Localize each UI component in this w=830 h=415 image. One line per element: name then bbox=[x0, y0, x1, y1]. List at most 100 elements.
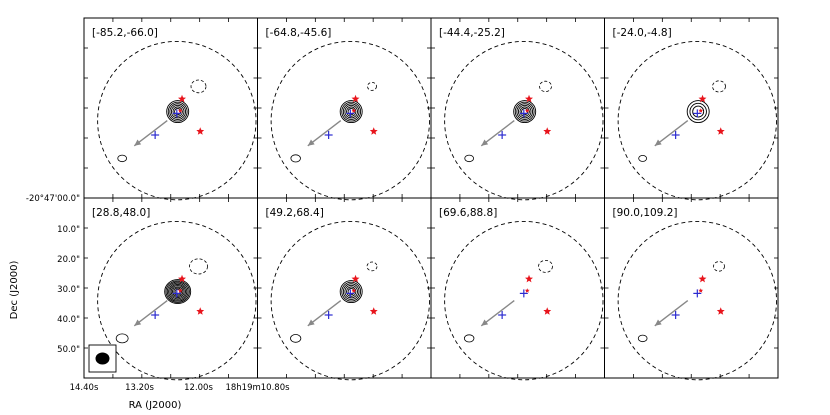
star-marker bbox=[369, 307, 378, 315]
channel-panel: [-85.2,-66.0] bbox=[83, 17, 258, 201]
star-marker bbox=[196, 127, 205, 135]
noise-contour bbox=[464, 154, 474, 163]
noise-contour bbox=[637, 334, 648, 343]
noise-contour bbox=[190, 79, 207, 94]
x-axis-title: RA (J2000) bbox=[129, 400, 182, 411]
star-marker bbox=[543, 307, 552, 315]
primary-beam-circle bbox=[97, 40, 257, 201]
noise-contour bbox=[115, 333, 129, 344]
noise-contour bbox=[713, 261, 725, 272]
emission-contour bbox=[170, 285, 185, 299]
dec-tick-label: 20.0" bbox=[57, 255, 80, 265]
noise-contour bbox=[290, 154, 301, 163]
primary-beam-circle bbox=[270, 220, 430, 381]
arrow-head bbox=[481, 139, 489, 146]
emission-contour bbox=[166, 100, 190, 124]
star-marker bbox=[543, 127, 552, 135]
emission-contour bbox=[519, 106, 530, 117]
star-marker bbox=[698, 94, 707, 103]
star-marker bbox=[525, 94, 533, 103]
emission-contour bbox=[689, 102, 707, 121]
emission-contour bbox=[513, 100, 537, 124]
y-axis-title: Dec (J2000) bbox=[9, 261, 20, 320]
channel-panel: [-24.0,-4.8] bbox=[604, 17, 779, 201]
noise-contour bbox=[463, 334, 475, 343]
channel-panel: [90.0,109.2] bbox=[604, 197, 779, 381]
emission-contour bbox=[346, 106, 357, 117]
emission-contour bbox=[166, 281, 189, 302]
dec-tick-label: 40.0" bbox=[57, 315, 80, 325]
ra-tick-label: 13.20s bbox=[125, 383, 154, 393]
star-marker bbox=[177, 108, 183, 113]
star-marker bbox=[698, 108, 704, 113]
emission-contour bbox=[344, 284, 358, 299]
emission-contour bbox=[516, 103, 533, 120]
emission-contour bbox=[168, 282, 188, 301]
channel-panel: [-64.8,-45.6] bbox=[257, 17, 432, 201]
emission-contour bbox=[339, 280, 363, 304]
dec-tick-label: 10.0" bbox=[57, 225, 80, 235]
emission-contour bbox=[169, 103, 186, 120]
star-marker bbox=[351, 274, 360, 283]
emission-contour bbox=[172, 106, 183, 117]
star-marker bbox=[524, 108, 530, 113]
primary-beam-circle bbox=[444, 220, 604, 381]
emission-contour bbox=[344, 104, 358, 119]
noise-contour bbox=[189, 258, 208, 275]
arrow-head bbox=[134, 139, 142, 146]
emission-contour bbox=[342, 103, 360, 120]
velocity-range-label: [28.8,48.0] bbox=[92, 207, 150, 219]
direction-arrow bbox=[480, 300, 515, 327]
channel-panel: [-44.4,-25.2] bbox=[430, 17, 605, 201]
primary-beam-circle bbox=[617, 40, 777, 201]
primary-beam-circle bbox=[270, 40, 430, 201]
arrow-head bbox=[307, 139, 315, 146]
noise-contour bbox=[117, 154, 127, 163]
star-marker bbox=[351, 94, 360, 103]
star-marker bbox=[351, 288, 357, 293]
channel-panel: [28.8,48.0] bbox=[83, 197, 258, 381]
ra-tick-label: 18h19m10.80s bbox=[225, 383, 290, 393]
star-marker bbox=[369, 127, 378, 135]
direction-arrow bbox=[654, 120, 689, 147]
direction-arrow bbox=[307, 300, 342, 327]
primary-beam-circle bbox=[444, 40, 604, 201]
star-marker bbox=[698, 274, 707, 283]
star-marker bbox=[716, 127, 725, 135]
star-marker bbox=[178, 274, 186, 283]
dec-tick-label: 50.0" bbox=[57, 345, 80, 355]
panel-frame bbox=[604, 197, 779, 379]
noise-contour bbox=[539, 80, 552, 93]
direction-arrow bbox=[307, 120, 342, 147]
star-marker bbox=[525, 274, 533, 283]
noise-contour bbox=[712, 80, 726, 93]
velocity-range-label: [-64.8,-45.6] bbox=[266, 27, 332, 39]
ra-axis: 14.40s 13.20s 12.00s 18h19m10.80s bbox=[70, 383, 290, 393]
emission-contour bbox=[346, 286, 357, 297]
emission-contour bbox=[339, 100, 363, 124]
emission-contour bbox=[341, 101, 362, 122]
emission-contour bbox=[173, 287, 183, 296]
emission-contour bbox=[169, 283, 186, 300]
noise-contour bbox=[538, 259, 553, 273]
emission-contour bbox=[170, 104, 185, 119]
emission-contour bbox=[686, 100, 710, 124]
star-marker bbox=[177, 288, 183, 293]
arrow-head bbox=[654, 139, 662, 146]
noise-contour bbox=[290, 334, 302, 343]
dec-axis: -20°47'00.0" 10.0" 20.0" 30.0" 40.0" 50.0" bbox=[26, 194, 80, 355]
velocity-range-label: [49.2,68.4] bbox=[266, 207, 324, 219]
star-marker bbox=[698, 288, 704, 293]
star-marker bbox=[178, 94, 186, 103]
arrow-head bbox=[654, 319, 662, 326]
direction-arrow bbox=[133, 300, 168, 327]
noise-contour bbox=[638, 154, 648, 162]
emission-contour bbox=[514, 101, 535, 122]
primary-beam-circle bbox=[617, 220, 777, 381]
panel-grid: [-85.2,-66.0] [-64.8,-45.6] [-44.4,-25.2] [… bbox=[83, 17, 779, 381]
direction-arrow bbox=[480, 120, 515, 147]
emission-contour bbox=[165, 280, 190, 303]
direction-arrow bbox=[133, 120, 168, 147]
noise-contour bbox=[366, 261, 378, 272]
